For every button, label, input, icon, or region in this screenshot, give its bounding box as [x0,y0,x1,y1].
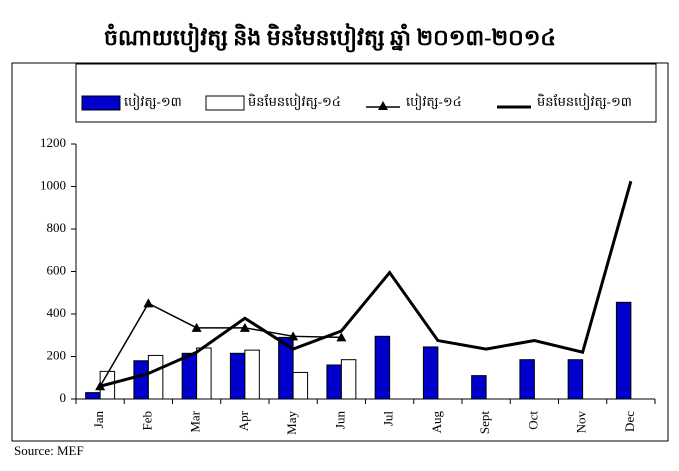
bar [326,364,342,400]
line [99,180,633,388]
bar [292,371,309,400]
legend-marker [378,101,388,110]
x-tick-label: Sept [477,411,492,435]
y-tick-label: 400 [47,305,67,320]
bar [229,352,246,400]
y-tick-label: 200 [47,347,67,362]
x-tick-label: Jun [332,411,347,430]
legend-label: បៀវត្ស-១៤ [406,93,462,111]
x-tick-label: Apr [236,410,251,431]
legend-label: មិនមែនបៀវត្ស-១៤ [248,93,341,111]
bar [133,360,149,400]
marker [336,332,347,342]
bar [278,336,294,400]
x-tick-label: Jan [91,411,106,429]
y-tick-label: 1200 [40,135,66,150]
y-tick-label: 800 [47,220,67,235]
x-tick-label: Feb [139,411,154,431]
x-tick-label: Nov [574,411,589,434]
x-tick-label: Dec [622,411,637,432]
bar [471,375,487,400]
bar [519,359,535,400]
bar [615,301,632,400]
legend-label: មិនមែនបៀវត្ស-១៣ [537,93,632,111]
bar [567,359,584,400]
y-tick-label: 0 [60,390,67,405]
bar [422,346,439,400]
bar [196,347,212,400]
bar [340,359,357,400]
bar [147,354,164,400]
marker [288,331,299,341]
marker [143,298,154,308]
legend-box [75,63,657,123]
bar [244,349,260,400]
marker [191,322,202,332]
legend-swatch [81,95,121,111]
bar [181,352,198,400]
bar [85,392,101,400]
x-tick-label: Aug [429,411,444,434]
y-tick-label: 600 [47,262,67,277]
x-tick-label: May [284,411,299,435]
x-tick-label: Oct [525,411,540,430]
line [99,302,342,387]
legend-swatch [205,95,245,111]
bar [374,335,391,400]
source: Source: MEF [14,443,84,458]
x-tick-label: Mar [188,410,203,432]
y-tick-label: 1000 [40,177,66,192]
legend-label: បៀវត្ស-១៣ [124,93,182,111]
chart-title: ចំណាយបៀវត្ស និង មិនមែនបៀវត្ស ឆ្នាំ ២០១៣-… [104,23,556,53]
marker [239,322,250,332]
chart-border [11,62,669,442]
x-tick-label: Jul [381,411,396,427]
